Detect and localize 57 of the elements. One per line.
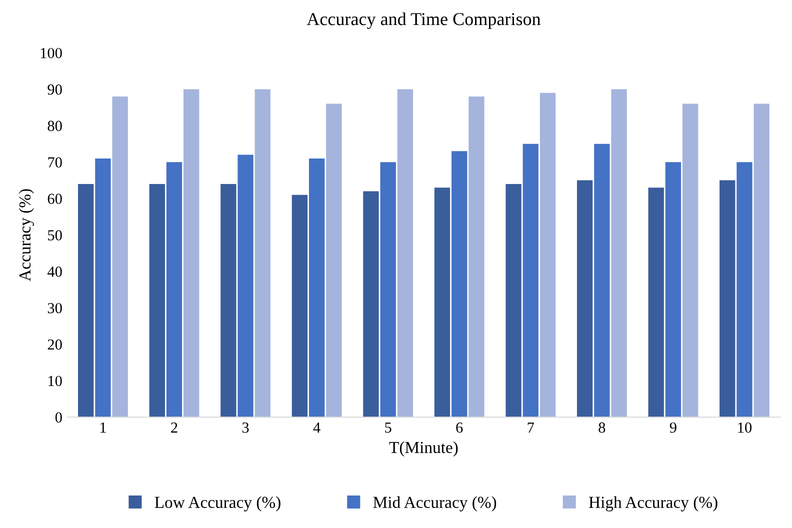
bar — [720, 180, 736, 418]
bar — [665, 162, 682, 418]
bar — [397, 89, 414, 418]
y-tick-label: 20 — [48, 339, 62, 350]
x-tick-label: 4 — [313, 422, 320, 433]
bar — [576, 180, 593, 418]
bar — [522, 144, 538, 418]
y-tick-label: 10 — [48, 376, 62, 386]
y-tick-label: 70 — [48, 157, 62, 168]
y-tick-label: 60 — [48, 194, 62, 204]
bar — [149, 184, 165, 418]
bar — [468, 96, 484, 418]
chart-title: Accuracy and Time Comparison — [306, 12, 541, 29]
bar — [220, 184, 236, 418]
x-tick-label: 2 — [171, 422, 178, 433]
y-tick-label: 40 — [47, 266, 62, 277]
legend-label: High Accuracy (%) — [588, 496, 718, 512]
x-tick-label: 3 — [242, 422, 249, 433]
bar — [112, 96, 128, 418]
x-tick-label: 8 — [598, 422, 606, 433]
y-axis-title: Accuracy (%) — [18, 189, 34, 282]
x-tick-label: 9 — [670, 422, 676, 433]
bar — [452, 151, 468, 418]
bar — [184, 89, 200, 418]
bar — [754, 104, 770, 418]
bar — [78, 184, 94, 418]
bar — [308, 158, 325, 418]
bar — [648, 188, 664, 418]
bar — [95, 158, 111, 418]
x-tick-label: 6 — [456, 422, 463, 433]
x-tick-label: 10 — [738, 422, 752, 433]
bar — [326, 104, 342, 418]
x-axis-title: T(Minute) — [389, 441, 458, 457]
bar — [238, 154, 254, 418]
legend-label: Mid Accuracy (%) — [373, 496, 496, 512]
bar — [540, 92, 556, 418]
x-tick-label: 5 — [385, 422, 392, 433]
y-tick-label: 30 — [48, 302, 62, 314]
x-tick-label: 1 — [100, 422, 106, 433]
bar — [611, 89, 627, 418]
bar — [363, 191, 379, 418]
y-tick-label: 80 — [48, 120, 62, 132]
y-tick-label: 50 — [48, 230, 62, 240]
legend-label: Low Accuracy (%) — [154, 496, 280, 512]
bar — [736, 162, 752, 418]
bar — [682, 104, 698, 418]
bar — [254, 89, 270, 418]
y-tick-label: 0 — [55, 412, 62, 423]
y-tick-label: 100 — [40, 48, 62, 58]
bar — [594, 144, 610, 418]
x-tick-label: 7 — [528, 422, 534, 433]
bar — [434, 188, 450, 418]
bar — [380, 162, 396, 418]
y-tick-label: 90 — [48, 84, 62, 95]
bar — [166, 162, 182, 418]
bar — [292, 194, 308, 418]
bar — [506, 184, 522, 418]
